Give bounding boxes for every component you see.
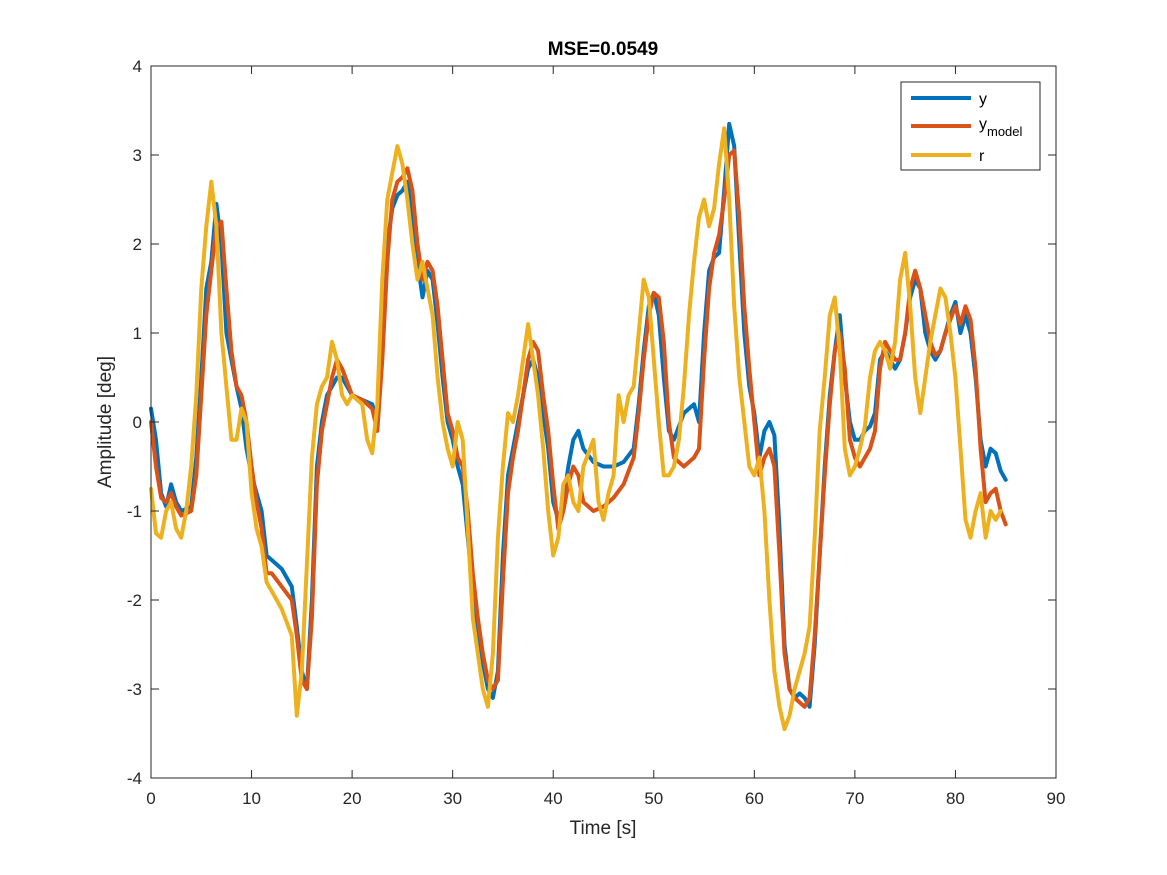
y-tick-label: -3 [127, 680, 142, 699]
y-tick-label: 1 [133, 324, 142, 343]
chart-title: MSE=0.0549 [548, 39, 658, 60]
x-axis-label: Time [s] [570, 818, 637, 839]
series-line-y-model [149, 148, 1008, 709]
legend: y ymodel r [900, 81, 1041, 171]
y-tick-label: 2 [133, 235, 142, 254]
y-tick-label: -4 [127, 769, 142, 788]
series-line-r [149, 126, 1003, 732]
x-tick-label: 20 [343, 789, 362, 808]
x-tick-label: 90 [1047, 789, 1066, 808]
x-tick-label: 40 [544, 789, 563, 808]
y-tick-label: 0 [133, 413, 142, 432]
y-tick-label: 3 [133, 146, 142, 165]
series-layer [149, 121, 1008, 732]
x-tick-label: 80 [946, 789, 965, 808]
x-tick-label: 10 [242, 789, 261, 808]
y-axis-label: Amplitude [deg] [95, 356, 116, 488]
legend-label-r: r [979, 148, 985, 165]
x-tick-label: 60 [745, 789, 764, 808]
y-axis-ticks: -4 -3 -2 -1 0 1 2 3 4 [127, 57, 1056, 788]
x-tick-label: 50 [644, 789, 663, 808]
x-tick-label: 0 [146, 789, 155, 808]
x-tick-label: 30 [443, 789, 462, 808]
y-tick-label: -1 [127, 502, 142, 521]
y-tick-label: 4 [133, 57, 142, 76]
y-tick-label: -2 [127, 591, 142, 610]
legend-label-y: y [979, 91, 987, 108]
x-tick-label: 70 [845, 789, 864, 808]
plot-area [151, 66, 1056, 778]
legend-label-y-model: ymodel [979, 116, 1023, 139]
x-axis-ticks: 0 10 20 30 40 50 60 70 80 90 [146, 66, 1065, 808]
